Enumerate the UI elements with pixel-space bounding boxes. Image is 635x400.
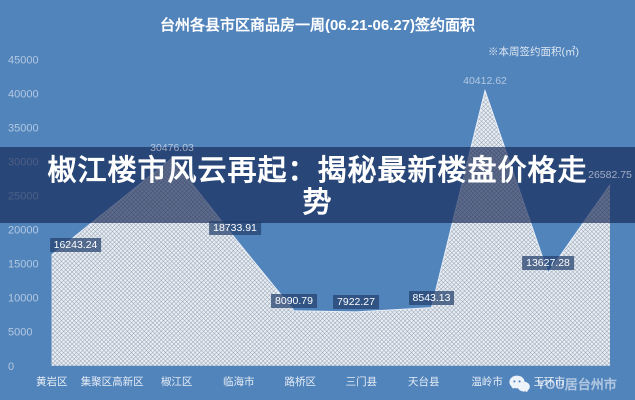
svg-text:5000: 5000 [8, 327, 32, 339]
svg-text:15000: 15000 [8, 259, 39, 271]
svg-text:35000: 35000 [8, 122, 39, 134]
svg-text:20000: 20000 [8, 225, 39, 237]
svg-text:40000: 40000 [8, 88, 39, 100]
svg-text:45000: 45000 [8, 54, 39, 66]
svg-text:0: 0 [8, 361, 14, 373]
svg-text:10000: 10000 [8, 293, 39, 305]
